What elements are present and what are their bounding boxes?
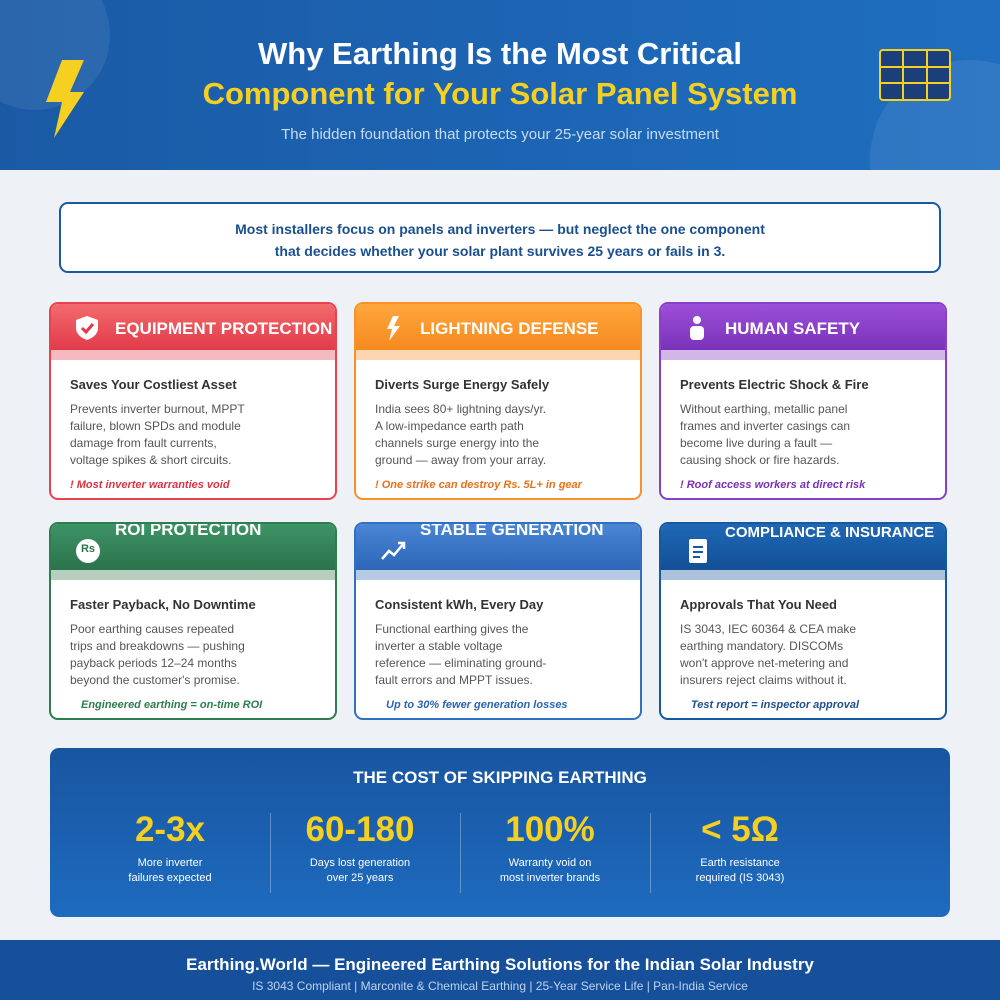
card: Rs ROI PROTECTION Faster Payback, No Downt… [49,522,337,720]
subtitle: The hidden foundation that protects your… [281,126,719,143]
card-header [661,304,945,350]
card-body: fault errors and MPPT issues. [375,673,533,687]
card-body: India sees 80+ lightning days/yr. [375,402,547,416]
card-subheading: Prevents Electric Shock & Fire [680,377,869,392]
stat-value: < 5Ω [701,810,779,849]
stat-value: 100% [505,810,595,849]
card-body: inverter a stable voltage [375,639,503,653]
card-body: insurers reject claims without it. [680,673,847,687]
card-icon [690,316,704,340]
card-subheading: Consistent kWh, Every Day [375,597,544,612]
card-icon [689,539,707,563]
card-body: damage from fault currents, [70,436,217,450]
stats-box: THE COST OF SKIPPING EARTHING 2-3x More i… [50,748,950,917]
card-subheading: Approvals That You Need [680,597,837,612]
stat-label: required (IS 3043) [695,872,785,884]
stat-label: Warranty void on [508,857,592,869]
card-body: Poor earthing causes repeated [70,622,235,636]
card-icon [381,541,406,560]
card-heading: HUMAN SAFETY [725,319,861,338]
card-header-shade [51,570,335,580]
card: STABLE GENERATION Consistent kWh, Every D… [354,522,642,720]
card-note: Engineered earthing = on-time ROI [81,699,263,711]
stats-title: THE COST OF SKIPPING EARTHING [353,768,647,787]
card-body: ground — away from your array. [375,453,547,467]
bolt-icon [46,60,84,138]
card-header-shade [356,350,640,360]
card-body: failure, blown SPDs and module [70,419,241,433]
card-subheading: Saves Your Costliest Asset [70,377,237,392]
card-heading: STABLE GENERATION [420,522,604,539]
stat-value: 2-3x [134,810,206,849]
card-body: beyond the customer's promise. [70,673,240,687]
intro-box: Most installers focus on panels and inve… [59,202,941,273]
card-body: channels surge energy into the [375,436,540,450]
stat-label: over 25 years [326,872,394,884]
card-body: voltage spikes & short circuits. [70,453,232,467]
panel-icon [879,49,951,101]
stat-label: failures expected [128,872,212,884]
card-body: A low-impedance earth path [375,419,524,433]
card-header-shade [356,570,640,580]
card-body: Functional earthing gives the [375,622,529,636]
card-body: Without earthing, metallic panel [680,402,848,416]
footer-subtitle: IS 3043 Compliant | Marconite & Chemical… [252,979,748,993]
card: EQUIPMENT PROTECTION Saves Your Costliest… [49,302,337,500]
card-note: ! Most inverter warranties void [70,479,230,491]
stat-value: 60-180 [305,810,415,849]
card-body: Prevents inverter burnout, MPPT [70,402,245,416]
stat-label: More inverter [137,857,203,869]
card-header [356,304,640,350]
card-note: ! One strike can destroy Rs. 5L+ in gear [375,479,582,491]
card: COMPLIANCE & INSURANCE Approvals That You… [659,522,947,720]
card-heading: LIGHTNING DEFENSE [420,319,599,338]
card-body: causing shock or fire hazards. [680,453,840,467]
card-body: frames and inverter casings can [680,419,851,433]
title: Component for Your Solar Panel System [202,76,798,111]
card-body: reference — eliminating ground- [375,656,547,670]
card-header-shade [661,350,945,360]
card-subheading: Faster Payback, No Downtime [70,597,256,612]
card-body: trips and breakdowns — pushing [70,639,245,653]
stat-label: Earth resistance [700,857,780,869]
card-body: earthing mandatory. DISCOMs [680,639,844,653]
card-header-shade [51,350,335,360]
card-body: become live during a fault — [680,436,833,450]
divider [460,813,461,893]
footer: Earthing.World — Engineered Earthing Sol… [0,940,1000,1000]
card: HUMAN SAFETY Prevents Electric Shock & Fi… [659,302,947,500]
card-icon [76,539,100,563]
card: LIGHTNING DEFENSE Diverts Surge Energy Sa… [354,302,642,500]
card-icon [76,316,98,340]
card-heading: EQUIPMENT PROTECTION [115,319,333,338]
stat-label: most inverter brands [499,872,601,884]
card-body: payback periods 12–24 months [70,656,237,670]
card-note: Test report = inspector approval [691,699,859,711]
intro-text: Most installers focus on panels and inve… [235,221,765,237]
intro-text: that decides whether your solar plant su… [274,243,726,259]
card-heading: COMPLIANCE & INSURANCE [725,524,935,541]
stat-label: Days lost generation [309,857,411,869]
divider [650,813,651,893]
title: Why Earthing Is the Most Critical [258,36,742,71]
card-note: ! Roof access workers at direct risk [680,479,866,491]
icon-text: Rs [80,543,96,555]
card-body: won't approve net-metering and [680,656,849,670]
card-subheading: Diverts Surge Energy Safely [375,377,550,392]
card-header-shade [661,570,945,580]
card-header [661,524,945,570]
card-note: Up to 30% fewer generation losses [386,699,568,711]
divider [270,813,271,893]
card-header [51,304,335,350]
header: Why Earthing Is the Most Critical Compon… [0,0,1000,170]
card-icon [387,316,400,341]
card-body: IS 3043, IEC 60364 & CEA make [680,622,857,636]
card-heading: ROI PROTECTION [115,522,262,539]
footer-title: Earthing.World — Engineered Earthing Sol… [186,955,814,974]
